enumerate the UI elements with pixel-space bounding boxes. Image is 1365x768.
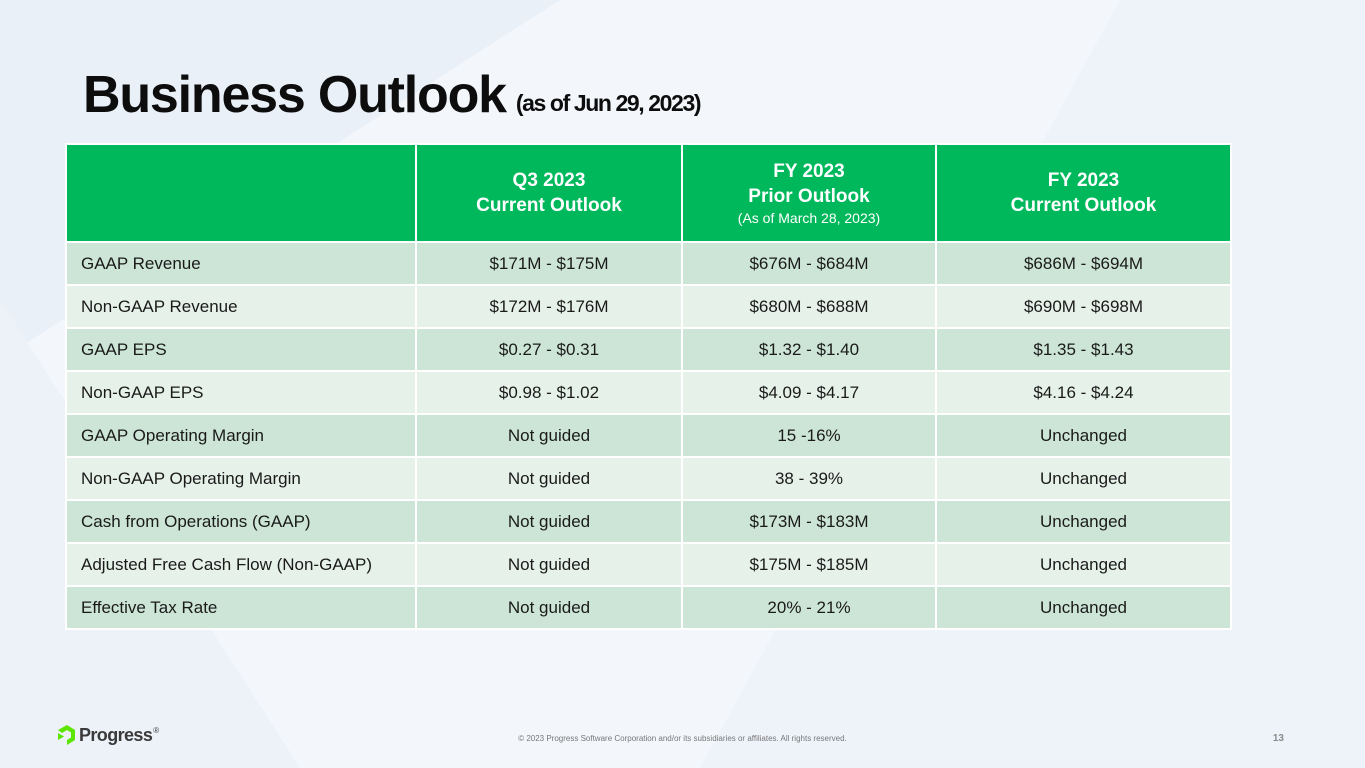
metric-label: Non-GAAP Revenue [65, 284, 417, 329]
table-row: Effective Tax Rate Not guided 20% - 21% … [65, 585, 1232, 630]
metric-label: GAAP EPS [65, 327, 417, 372]
metric-label: Non-GAAP Operating Margin [65, 456, 417, 501]
table-row: GAAP Revenue $171M - $175M $676M - $684M… [65, 241, 1232, 286]
metric-label: Effective Tax Rate [65, 585, 417, 630]
fy-prior-value: 15 -16% [681, 413, 937, 458]
fy-current-value: $690M - $698M [935, 284, 1232, 329]
header-note: (As of March 28, 2023) [737, 210, 881, 226]
copyright-notice: © 2023 Progress Software Corporation and… [518, 734, 847, 743]
fy-current-value: Unchanged [935, 499, 1232, 544]
fy-current-value: $686M - $694M [935, 241, 1232, 286]
header-line1: FY 2023 [1047, 170, 1120, 191]
header-fy-current: FY 2023 Current Outlook [935, 143, 1232, 243]
fy-prior-value: $1.32 - $1.40 [681, 327, 937, 372]
metric-label: Cash from Operations (GAAP) [65, 499, 417, 544]
registered-mark: ® [153, 726, 160, 735]
q3-current-value: Not guided [415, 585, 683, 630]
header-q3-current: Q3 2023 Current Outlook [415, 143, 683, 243]
progress-logo: Progress ® [56, 722, 159, 748]
metric-label: Non-GAAP EPS [65, 370, 417, 415]
table-row: Non-GAAP Revenue $172M - $176M $680M - $… [65, 284, 1232, 329]
logo-text: Progress [79, 724, 153, 745]
metric-label: Adjusted Free Cash Flow (Non-GAAP) [65, 542, 417, 587]
header-line1: Q3 2023 [512, 170, 586, 191]
header-line2: Current Outlook [476, 195, 622, 216]
header-line1: FY 2023 [773, 161, 845, 182]
fy-current-value: $4.16 - $4.24 [935, 370, 1232, 415]
table-row: GAAP EPS $0.27 - $0.31 $1.32 - $1.40 $1.… [65, 327, 1232, 372]
table-header-row: Q3 2023 Current Outlook FY 2023 Prior Ou… [65, 143, 1232, 243]
header-line2: Prior Outlook [748, 186, 870, 207]
fy-prior-value: $4.09 - $4.17 [681, 370, 937, 415]
table-row: Non-GAAP Operating Margin Not guided 38 … [65, 456, 1232, 501]
fy-prior-value: 20% - 21% [681, 585, 937, 630]
fy-prior-value: $175M - $185M [681, 542, 937, 587]
fy-current-value: Unchanged [935, 585, 1232, 630]
slide-title: Business Outlook (as of Jun 29, 2023) [83, 58, 702, 128]
header-metric [65, 143, 417, 243]
metric-label: GAAP Revenue [65, 241, 417, 286]
fy-current-value: Unchanged [935, 456, 1232, 501]
q3-current-value: Not guided [415, 456, 683, 501]
table-row: Cash from Operations (GAAP) Not guided $… [65, 499, 1232, 544]
outlook-table: Q3 2023 Current Outlook FY 2023 Prior Ou… [65, 143, 1232, 630]
page-subtitle: (as of Jun 29, 2023) [515, 90, 702, 116]
q3-current-value: Not guided [415, 542, 683, 587]
page-title: Business Outlook [83, 66, 507, 124]
fy-prior-value: 38 - 39% [681, 456, 937, 501]
header-line2: Current Outlook [1010, 195, 1157, 216]
q3-current-value: $171M - $175M [415, 241, 683, 286]
fy-prior-value: $173M - $183M [681, 499, 937, 544]
fy-current-value: Unchanged [935, 542, 1232, 587]
fy-prior-value: $676M - $684M [681, 241, 937, 286]
table-row: GAAP Operating Margin Not guided 15 -16%… [65, 413, 1232, 458]
header-fy-prior: FY 2023 Prior Outlook (As of March 28, 2… [681, 143, 937, 243]
page-number: 13 [1272, 733, 1284, 744]
q3-current-value: $0.27 - $0.31 [415, 327, 683, 372]
fy-current-value: Unchanged [935, 413, 1232, 458]
q3-current-value: $172M - $176M [415, 284, 683, 329]
fy-prior-value: $680M - $688M [681, 284, 937, 329]
q3-current-value: $0.98 - $1.02 [415, 370, 683, 415]
table-row: Adjusted Free Cash Flow (Non-GAAP) Not g… [65, 542, 1232, 587]
progress-logo-icon [58, 725, 75, 745]
fy-current-value: $1.35 - $1.43 [935, 327, 1232, 372]
metric-label: GAAP Operating Margin [65, 413, 417, 458]
table-row: Non-GAAP EPS $0.98 - $1.02 $4.09 - $4.17… [65, 370, 1232, 415]
q3-current-value: Not guided [415, 499, 683, 544]
q3-current-value: Not guided [415, 413, 683, 458]
